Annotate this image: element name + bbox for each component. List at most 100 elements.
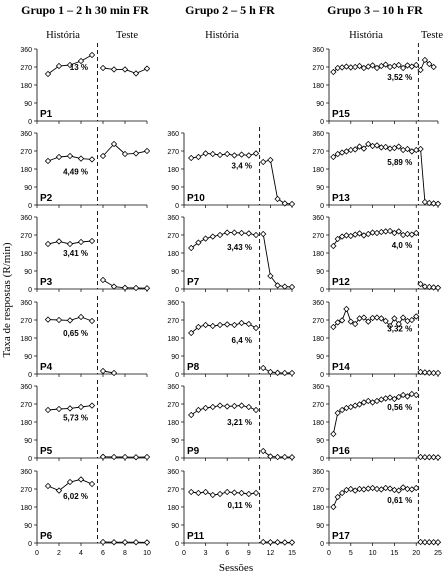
data-point-p8-history-2 bbox=[195, 323, 202, 331]
data-point-p7-history-4 bbox=[209, 233, 216, 240]
data-point-p12-test-25 bbox=[434, 284, 442, 291]
data-point-p16-history-2 bbox=[334, 409, 341, 417]
data-point-p2-history-5 bbox=[88, 156, 96, 163]
data-point-p6-history-2 bbox=[55, 487, 63, 494]
x-tick-label-p11-15: 15 bbox=[288, 550, 296, 557]
data-point-p11-history-10 bbox=[252, 489, 260, 497]
data-point-p16-history-16 bbox=[395, 393, 402, 401]
y-tick-label-p7-360: 360 bbox=[167, 215, 179, 222]
data-point-p12-history-16 bbox=[395, 228, 402, 235]
x-tick-label-p6-0: 0 bbox=[35, 550, 39, 557]
data-point-p6-test-8 bbox=[121, 539, 129, 546]
data-point-p15-history-20 bbox=[413, 61, 420, 69]
data-point-p8-test-14 bbox=[281, 369, 288, 377]
data-point-p13-test-22 bbox=[421, 198, 429, 206]
data-point-p1-history-3 bbox=[66, 61, 74, 69]
data-point-p11-test-14 bbox=[281, 539, 288, 546]
data-point-p7-test-12 bbox=[267, 272, 274, 280]
data-point-p17-history-3 bbox=[338, 489, 346, 497]
data-point-p3-history-4 bbox=[77, 238, 85, 246]
data-point-p17-test-21 bbox=[417, 538, 424, 546]
data-point-p8-test-13 bbox=[274, 369, 281, 376]
group-title-1: Grupo 1 – 2 h 30 min FR bbox=[21, 3, 149, 17]
x-tick-label-p17-5: 5 bbox=[349, 550, 353, 557]
data-point-p10-history-7 bbox=[231, 152, 238, 159]
data-point-p7-test-13 bbox=[274, 282, 281, 289]
data-point-p1-test-8 bbox=[121, 66, 129, 73]
data-point-p14-history-1 bbox=[330, 323, 337, 331]
y-tick-label-p6-180: 180 bbox=[20, 505, 32, 512]
y-tick-label-p16-360: 360 bbox=[312, 384, 324, 391]
x-tick-label-p6-10: 10 bbox=[143, 550, 151, 557]
series-line-p11-history bbox=[191, 491, 257, 496]
data-point-p12-test-21 bbox=[417, 280, 424, 288]
data-point-p16-test-21 bbox=[417, 453, 424, 461]
data-point-p17-history-7 bbox=[356, 485, 363, 493]
panel-p8: 0 90 180 270 360 P8 6,4 % bbox=[167, 296, 296, 379]
y-tick-label-p7-270: 270 bbox=[167, 233, 179, 240]
y-tick-label-p12-360: 360 bbox=[312, 215, 324, 222]
data-point-p9-history-1 bbox=[188, 411, 195, 419]
data-point-p6-history-4 bbox=[77, 476, 85, 483]
data-point-p15-test-22 bbox=[421, 56, 429, 64]
y-tick-label-p3-270: 270 bbox=[20, 233, 32, 240]
data-point-p2-test-7 bbox=[110, 140, 118, 148]
y-tick-label-p9-360: 360 bbox=[167, 384, 179, 391]
x-tick-label-p11-12: 12 bbox=[267, 550, 275, 557]
data-point-p1-history-4 bbox=[77, 57, 85, 65]
data-point-p10-test-14 bbox=[281, 200, 288, 207]
data-point-p8-history-8 bbox=[238, 319, 245, 327]
data-point-p4-history-1 bbox=[44, 316, 52, 323]
percent-label-p17: 0,61 % bbox=[387, 496, 412, 505]
y-tick-label-p13-360: 360 bbox=[312, 131, 324, 138]
y-tick-label-p9-90: 90 bbox=[171, 438, 179, 445]
panel-p6: 0 90 180 270 360 0 2 4 6 8 10 P6 6,02 % bbox=[20, 465, 151, 557]
y-tick-label-p13-270: 270 bbox=[312, 149, 324, 156]
y-tick-label-p7-180: 180 bbox=[167, 251, 179, 258]
panel-label-p6: P6 bbox=[40, 531, 53, 542]
data-point-p12-history-20 bbox=[413, 229, 420, 237]
y-tick-label-p13-0: 0 bbox=[320, 203, 324, 210]
y-tick-label-p2-180: 180 bbox=[20, 167, 32, 174]
y-tick-label-p15-360: 360 bbox=[312, 47, 324, 54]
data-point-p4-test-7 bbox=[110, 369, 118, 377]
data-point-p10-test-15 bbox=[288, 200, 296, 208]
x-tick-label-p17-0: 0 bbox=[327, 550, 331, 557]
panel-p7: 0 90 180 270 360 P7 3,43 % bbox=[167, 211, 296, 294]
data-point-p17-history-11 bbox=[373, 485, 381, 493]
y-tick-label-p13-180: 180 bbox=[312, 167, 324, 174]
group-title-3: Grupo 3 – 10 h FR bbox=[327, 3, 423, 17]
data-point-p15-history-15 bbox=[391, 62, 398, 70]
data-point-p14-history-8 bbox=[360, 314, 368, 321]
percent-label-p16: 0,56 % bbox=[387, 403, 412, 412]
y-tick-label-p8-0: 0 bbox=[175, 372, 179, 379]
group-title-2: Grupo 2 – 5 h FR bbox=[185, 3, 275, 17]
data-point-p12-test-22 bbox=[421, 283, 429, 290]
data-point-p12-history-15 bbox=[391, 229, 398, 237]
data-point-p6-test-10 bbox=[143, 539, 151, 546]
y-tick-label-p8-270: 270 bbox=[167, 318, 179, 325]
data-point-p15-test-21 bbox=[417, 66, 424, 74]
data-point-p1-test-10 bbox=[143, 65, 151, 72]
y-tick-label-p17-90: 90 bbox=[316, 523, 324, 530]
data-point-p14-history-5 bbox=[347, 318, 354, 325]
x-tick-label-p17-15: 15 bbox=[391, 550, 399, 557]
panel-label-p13: P13 bbox=[332, 193, 350, 204]
data-point-p5-test-7 bbox=[110, 453, 118, 461]
y-tick-label-p10-0: 0 bbox=[175, 203, 179, 210]
data-point-p11-test-15 bbox=[288, 539, 296, 546]
data-point-p16-test-25 bbox=[434, 454, 442, 461]
data-point-p9-history-7 bbox=[231, 402, 238, 410]
y-tick-label-p17-360: 360 bbox=[312, 469, 324, 476]
panel-label-p2: P2 bbox=[40, 193, 53, 204]
panel-p9: 0 90 180 270 360 P9 3,21 % bbox=[167, 380, 296, 463]
data-point-p7-history-3 bbox=[202, 235, 209, 242]
data-point-p4-history-4 bbox=[77, 313, 85, 321]
data-point-p14-history-16 bbox=[395, 320, 402, 328]
panel-label-p16: P16 bbox=[332, 446, 350, 457]
y-tick-label-p3-360: 360 bbox=[20, 215, 32, 222]
data-point-p9-history-3 bbox=[202, 404, 209, 412]
x-tick-label-p6-4: 4 bbox=[79, 550, 83, 557]
y-tick-label-p9-0: 0 bbox=[175, 456, 179, 463]
data-point-p11-history-3 bbox=[202, 488, 209, 496]
